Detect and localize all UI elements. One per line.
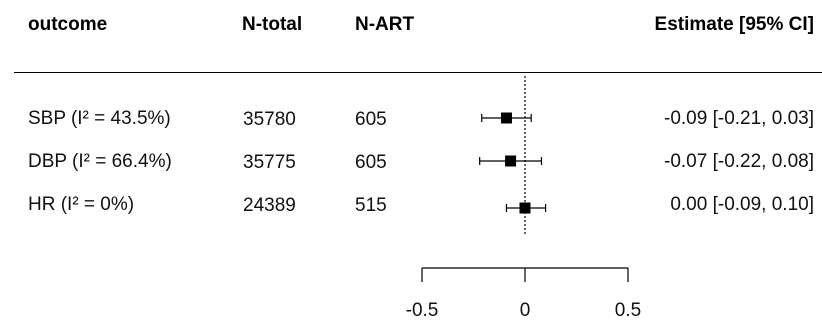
- x-axis-tick-label: 0.5: [615, 300, 641, 321]
- header-divider: [14, 72, 822, 73]
- n-art-value: 605: [355, 109, 387, 130]
- n-art-value: 515: [355, 195, 387, 216]
- estimate-ci-text: -0.07 [-0.22, 0.08]: [664, 151, 814, 172]
- estimate-ci-text: 0.00 [-0.09, 0.10]: [670, 194, 814, 215]
- n-total-value: 35780: [243, 109, 296, 130]
- point-estimate: [500, 112, 512, 124]
- estimate-ci-text: -0.09 [-0.21, 0.03]: [664, 108, 814, 129]
- header-n-art: N-ART: [355, 14, 415, 35]
- outcome-label: HR (I² = 0%): [28, 194, 135, 215]
- x-axis-tick-label: -0.5: [406, 300, 439, 321]
- header-outcome: outcome: [28, 14, 108, 35]
- x-axis-tick-label: 0: [520, 300, 531, 321]
- outcome-label: DBP (I² = 66.4%): [28, 151, 172, 172]
- point-estimate: [505, 155, 517, 167]
- n-total-value: 24389: [243, 195, 296, 216]
- header-estimate: Estimate [95% CI]: [654, 14, 814, 35]
- n-total-value: 35775: [243, 152, 296, 173]
- outcome-label: SBP (I² = 43.5%): [28, 108, 171, 129]
- n-art-value: 605: [355, 152, 387, 173]
- point-estimate: [519, 202, 531, 214]
- header-n-total: N-total: [242, 14, 303, 35]
